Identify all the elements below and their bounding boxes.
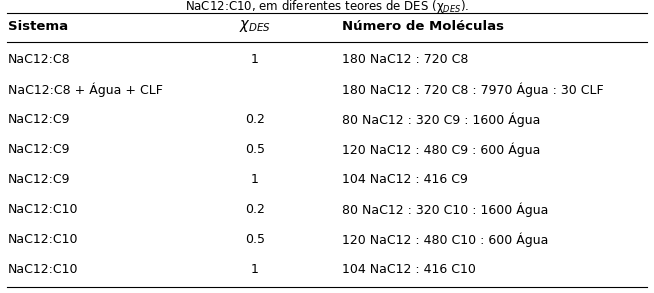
Text: NaC12:C9: NaC12:C9	[8, 113, 71, 126]
Text: 0.5: 0.5	[245, 233, 265, 246]
Text: 1: 1	[251, 263, 259, 276]
Text: NaC12:C9: NaC12:C9	[8, 173, 71, 186]
Text: 180 NaC12 : 720 C8: 180 NaC12 : 720 C8	[342, 53, 468, 66]
Text: NaC12:C10: NaC12:C10	[8, 203, 78, 216]
Text: 120 NaC12 : 480 C9 : 600 Água: 120 NaC12 : 480 C9 : 600 Água	[342, 142, 540, 157]
Text: NaC12:C8: NaC12:C8	[8, 53, 71, 66]
Text: 104 NaC12 : 416 C9: 104 NaC12 : 416 C9	[342, 173, 468, 186]
Text: 1: 1	[251, 173, 259, 186]
Text: NaC12:C9: NaC12:C9	[8, 143, 71, 156]
Text: 80 NaC12 : 320 C10 : 1600 Água: 80 NaC12 : 320 C10 : 1600 Água	[342, 202, 548, 217]
Text: Número de Moléculas: Número de Moléculas	[342, 20, 504, 33]
Text: NaC12:C10, em diferentes teores de DES (χ$_{DES}$).: NaC12:C10, em diferentes teores de DES (…	[185, 0, 469, 15]
Text: 80 NaC12 : 320 C9 : 1600 Água: 80 NaC12 : 320 C9 : 1600 Água	[342, 112, 540, 127]
Text: 0.5: 0.5	[245, 143, 265, 156]
Text: 1: 1	[251, 53, 259, 66]
Text: 104 NaC12 : 416 C10: 104 NaC12 : 416 C10	[342, 263, 476, 276]
Text: 180 NaC12 : 720 C8 : 7970 Água : 30 CLF: 180 NaC12 : 720 C8 : 7970 Água : 30 CLF	[342, 82, 604, 97]
Text: $\chi_{DES}$: $\chi_{DES}$	[239, 18, 271, 34]
Text: Sistema: Sistema	[8, 20, 68, 33]
Text: 120 NaC12 : 480 C10 : 600 Água: 120 NaC12 : 480 C10 : 600 Água	[342, 232, 548, 247]
Text: NaC12:C8 + Água + CLF: NaC12:C8 + Água + CLF	[8, 82, 163, 97]
Text: NaC12:C10: NaC12:C10	[8, 233, 78, 246]
Text: 0.2: 0.2	[245, 113, 265, 126]
Text: 0.2: 0.2	[245, 203, 265, 216]
Text: NaC12:C10: NaC12:C10	[8, 263, 78, 276]
